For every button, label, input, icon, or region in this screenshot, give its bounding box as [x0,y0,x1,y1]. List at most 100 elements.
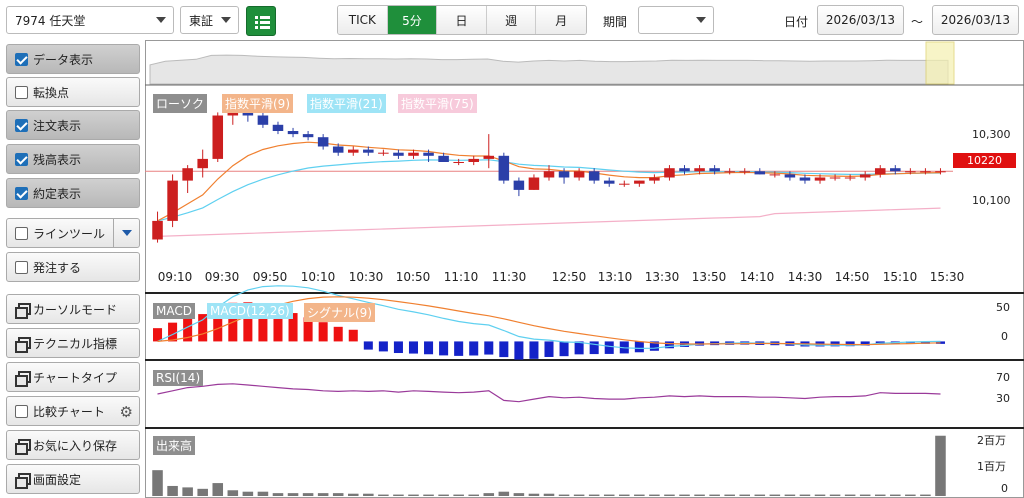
chevron-down-icon [156,17,166,23]
time-tick-label: 10:10 [300,270,336,284]
volume-bar [769,494,781,496]
candle [588,171,600,181]
date-separator: 〜 [911,15,924,29]
list-menu-button[interactable] [246,6,276,36]
volume-bar [905,494,916,496]
volume-bar [438,494,449,496]
volume-tick-0: 0 [1001,482,1008,495]
symbol-select[interactable]: 7974 任天堂 [6,6,174,34]
sidebar-item-1[interactable]: 転換点 [6,77,140,107]
volume-bar [588,494,600,496]
rsi-tick-70: 70 [996,371,1010,384]
volume-bar [182,487,193,496]
candle [754,171,766,175]
candle [679,168,690,172]
macd-histogram-bar [408,341,419,354]
checkbox-icon[interactable] [15,152,28,166]
candle [167,180,178,221]
date-label: 日付 [784,15,809,29]
macd-histogram-bar [258,304,268,342]
volume-bar [664,494,675,496]
window-icon [15,336,31,353]
sidebar-item-12[interactable]: 画面設定 [6,464,140,494]
legend-volume: 出来高 [153,436,196,455]
macd-line [157,285,941,350]
macd-histogram-bar [273,308,283,342]
sidebar-item-3[interactable]: 残高表示 [6,144,140,174]
time-tick-label: 14:10 [739,270,775,284]
checkbox-icon[interactable] [15,118,28,132]
gear-icon[interactable]: ⚙ [119,403,133,421]
checkbox-icon[interactable] [15,226,28,240]
sidebar-item-0[interactable]: データ表示 [6,44,140,74]
sidebar-item-8[interactable]: テクニカル指標 [6,328,140,358]
sidebar-item-5[interactable]: ラインツール [6,218,140,248]
macd-histogram-bar [303,317,313,342]
sidebar-item-9[interactable]: チャートタイプ [6,362,140,392]
date-to-input[interactable]: 2026/03/13 [932,5,1019,35]
macd-histogram-bar [845,341,855,347]
macd-histogram-bar [499,341,509,358]
time-tick-label: 13:10 [597,270,633,284]
volume-bar [212,483,224,496]
tab-tick[interactable]: TICK [338,6,388,34]
checkbox-icon[interactable] [15,186,28,200]
candle [257,115,269,125]
volume-bar [724,494,735,496]
sidebar-item-10[interactable]: 比較チャート ⚙ [6,396,140,426]
checkbox-icon[interactable] [15,52,28,66]
chevron-down-icon [696,17,706,23]
macd-histogram-bar [649,341,659,351]
checkbox-icon[interactable] [15,404,28,418]
macd-histogram-bar [469,341,479,356]
macd-histogram-bar [634,341,644,353]
period-select[interactable] [638,6,714,34]
navigator-area [149,54,949,85]
macd-histogram-bar [544,341,554,357]
candle [498,155,510,181]
volume-bar [603,494,615,496]
macd-histogram-bar [424,341,434,355]
tab-5min[interactable]: 5分 [387,6,438,34]
candle [227,112,239,116]
checkbox-icon[interactable] [15,85,28,99]
sidebar-item-7[interactable]: カーソルモード [6,294,140,324]
sidebar-item-6[interactable]: 発注する [6,252,140,282]
signal-line [157,296,941,346]
chart-area[interactable] [145,40,1024,498]
sidebar-item-label: 注文表示 [33,118,82,133]
sidebar-item-2[interactable]: 注文表示 [6,110,140,140]
tab-week[interactable]: 週 [486,6,537,34]
candle [438,155,449,162]
volume-bar [890,494,901,496]
market-value: 東証 [189,13,214,28]
volume-bar [393,494,404,496]
date-from-input[interactable]: 2026/03/13 [817,5,904,35]
volume-bar [649,494,660,496]
macd-histogram-bar [484,341,494,355]
sidebar-item-11[interactable]: お気に入り保存 [6,430,140,460]
checkbox-icon[interactable] [15,260,28,274]
volume-bar [498,491,510,496]
line-tool-dropdown[interactable] [113,219,139,247]
market-select[interactable]: 東証 [180,6,239,34]
volume-bar [363,493,374,496]
tab-month[interactable]: 月 [536,6,586,34]
window-icon [15,438,31,455]
macd-histogram-bar [363,341,373,350]
volume-bar [378,494,389,496]
sidebar-item-4[interactable]: 約定表示 [6,178,140,208]
volume-bar [739,494,751,496]
volume-bar [408,494,419,496]
candle [332,146,344,153]
macd-histogram-bar [393,341,403,354]
volume-bar [709,494,720,496]
tab-day[interactable]: 日 [437,6,487,34]
candle [844,177,856,179]
macd-histogram-bar [664,341,674,349]
volume-bar [347,493,359,496]
candle [769,174,781,176]
sidebar-item-label: 転換点 [33,85,70,100]
legend-ema9: 指数平滑(9) [222,94,293,113]
candle [242,112,254,116]
